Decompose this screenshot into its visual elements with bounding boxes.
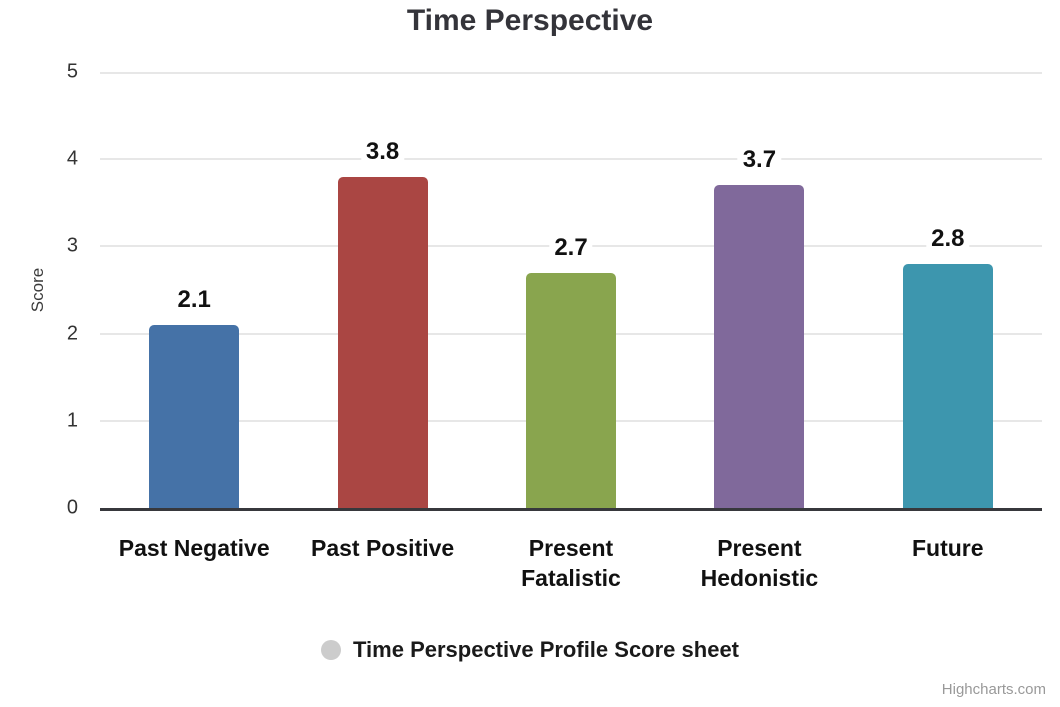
bar-value-label: 2.1 xyxy=(172,285,216,314)
legend-marker-icon xyxy=(321,640,341,660)
bar-present-fatalistic[interactable] xyxy=(526,272,616,508)
plot-area: 2.1 3.8 2.7 3.7 2.8 xyxy=(100,72,1042,511)
bar-past-negative[interactable] xyxy=(149,324,240,508)
y-axis-tick-label: 3 xyxy=(66,234,78,257)
bar-future[interactable] xyxy=(902,263,993,508)
highcharts-credit-link[interactable]: Highcharts.com xyxy=(941,681,1046,698)
gridline xyxy=(100,72,1042,74)
x-axis-label: Past Negative xyxy=(118,535,270,561)
bar-value-label: 2.7 xyxy=(549,233,593,262)
x-axis-label: Future xyxy=(912,535,984,561)
legend-label: Time Perspective Profile Score sheet xyxy=(353,637,739,662)
y-axis-title: Score xyxy=(28,267,47,313)
y-axis-tick-label: 0 xyxy=(66,496,78,519)
x-axis-label: Past Positive xyxy=(310,535,455,561)
bar-value-label: 2.8 xyxy=(926,224,970,253)
chart-title: Time Perspective xyxy=(406,4,654,37)
legend[interactable]: Time Perspective Profile Score sheet xyxy=(0,637,1060,663)
bar-value-label: 3.7 xyxy=(737,146,782,175)
bar-past-positive[interactable] xyxy=(337,176,428,508)
gridline xyxy=(100,158,1042,161)
y-axis-tick-label: 2 xyxy=(66,322,78,345)
y-axis-tick-label: 5 xyxy=(66,60,78,83)
bar-present-hedonistic[interactable] xyxy=(714,185,805,508)
y-axis-tick-label: 1 xyxy=(66,409,78,432)
bar-value-label: 3.8 xyxy=(360,137,405,166)
y-axis-tick-label: 4 xyxy=(66,147,78,170)
x-axis-label: Present Hedonistic xyxy=(700,535,819,591)
x-axis-label: Present Fatalistic xyxy=(521,535,621,591)
